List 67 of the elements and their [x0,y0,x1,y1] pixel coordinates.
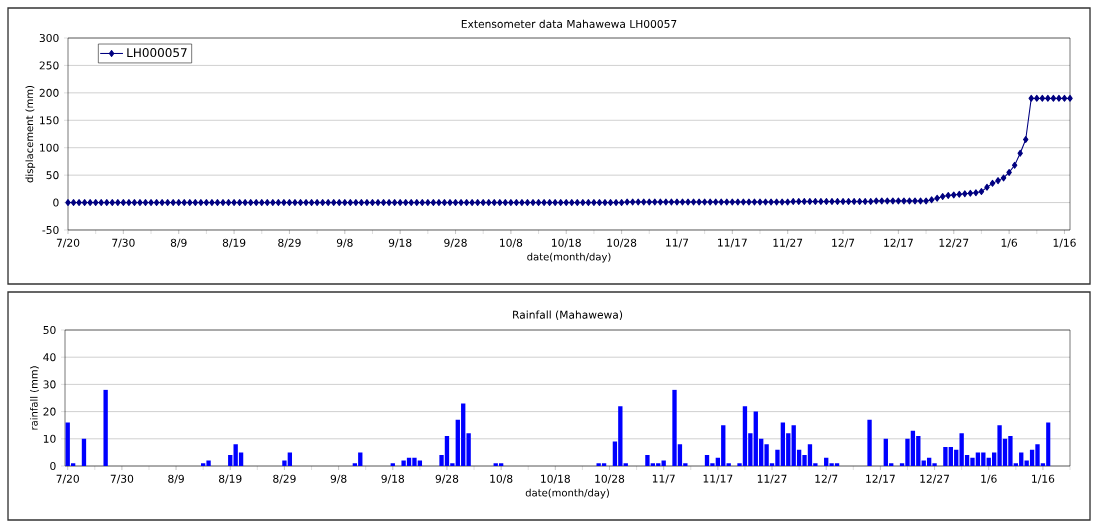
x-axis-title: date(month/day) [527,252,611,263]
y-tick-label: 50 [43,325,56,335]
y-tick-label: 100 [40,143,59,152]
x-tick-label: 9/18 [388,238,412,248]
y-tick-label: 150 [40,116,59,125]
x-tick-label: 11/7 [652,474,675,484]
x-tick-label: 7/30 [112,238,135,248]
x-tick-label: 8/29 [273,474,296,484]
bar [498,463,504,466]
x-tick-label: 12/7 [815,474,838,484]
bar [867,419,872,466]
x-tick-label: 1/16 [1032,474,1055,484]
y-tick-label: 250 [39,61,59,70]
x-tick-label: 11/17 [718,238,747,248]
x-tick-label: 12/27 [939,238,969,248]
x-tick-label: 11/27 [757,474,787,484]
y-tick-label: 50 [46,171,59,180]
y-tick-label: -50 [42,225,59,235]
x-tick-label: 1/6 [1001,238,1018,248]
x-tick-label: 10/18 [541,474,570,484]
x-tick-label: 10/28 [595,474,625,484]
bar [228,455,233,466]
x-tick-label: 11/27 [773,238,803,248]
bar [726,463,731,466]
y-axis-title: displacement (mm) [25,85,36,183]
x-tick-label: 8/19 [219,474,242,484]
x-tick-label: 10/8 [490,474,513,484]
x-tick-label: 8/19 [222,238,246,248]
x-tick-label: 9/28 [444,238,467,248]
y-tick-label: 40 [43,353,56,362]
y-tick-label: 200 [39,88,59,97]
x-tick-label: 9/8 [330,474,347,484]
chart-title: Rainfall (Mahawewa) [513,310,623,320]
bar [390,463,395,466]
x-tick-label: 7/20 [56,238,80,248]
bar [103,389,108,466]
x-tick-label: 12/7 [832,238,855,248]
y-tick-label: 300 [39,33,59,43]
x-axis-title: date(month/day) [525,488,609,499]
x-tick-label: 8/29 [278,238,301,248]
bar [81,438,87,466]
x-tick-label: 9/18 [381,474,405,484]
y-tick-label: 10 [43,434,56,443]
x-tick-label: 12/27 [920,474,950,484]
x-tick-label: 7/20 [56,474,79,484]
x-tick-label: 11/17 [703,474,733,484]
y-tick-label: 0 [53,198,59,207]
bar [623,463,628,466]
y-tick-label: 0 [50,461,56,471]
x-tick-label: 10/18 [552,238,581,248]
y-tick-label: 20 [43,407,56,416]
x-tick-label: 12/17 [884,238,913,248]
x-tick-label: 11/7 [666,238,689,248]
y-tick-label: 30 [43,380,56,389]
legend-label: LH000057 [127,48,187,58]
x-tick-label: 8/9 [168,474,184,484]
x-tick-label: 8/9 [170,238,187,248]
x-tick-label: 10/28 [607,238,637,248]
x-tick-label: 7/30 [110,474,134,484]
x-tick-label: 1/16 [1053,238,1076,248]
x-tick-label: 10/8 [500,238,523,248]
chart-title: Extensometer data Mahawewa LH00057 [461,19,677,28]
y-axis-title: rainfall (mm) [29,366,39,430]
x-tick-label: 12/17 [866,474,895,484]
x-tick-label: 9/28 [435,474,459,484]
x-tick-label: 9/8 [336,238,353,248]
x-tick-label: 1/6 [981,474,997,484]
